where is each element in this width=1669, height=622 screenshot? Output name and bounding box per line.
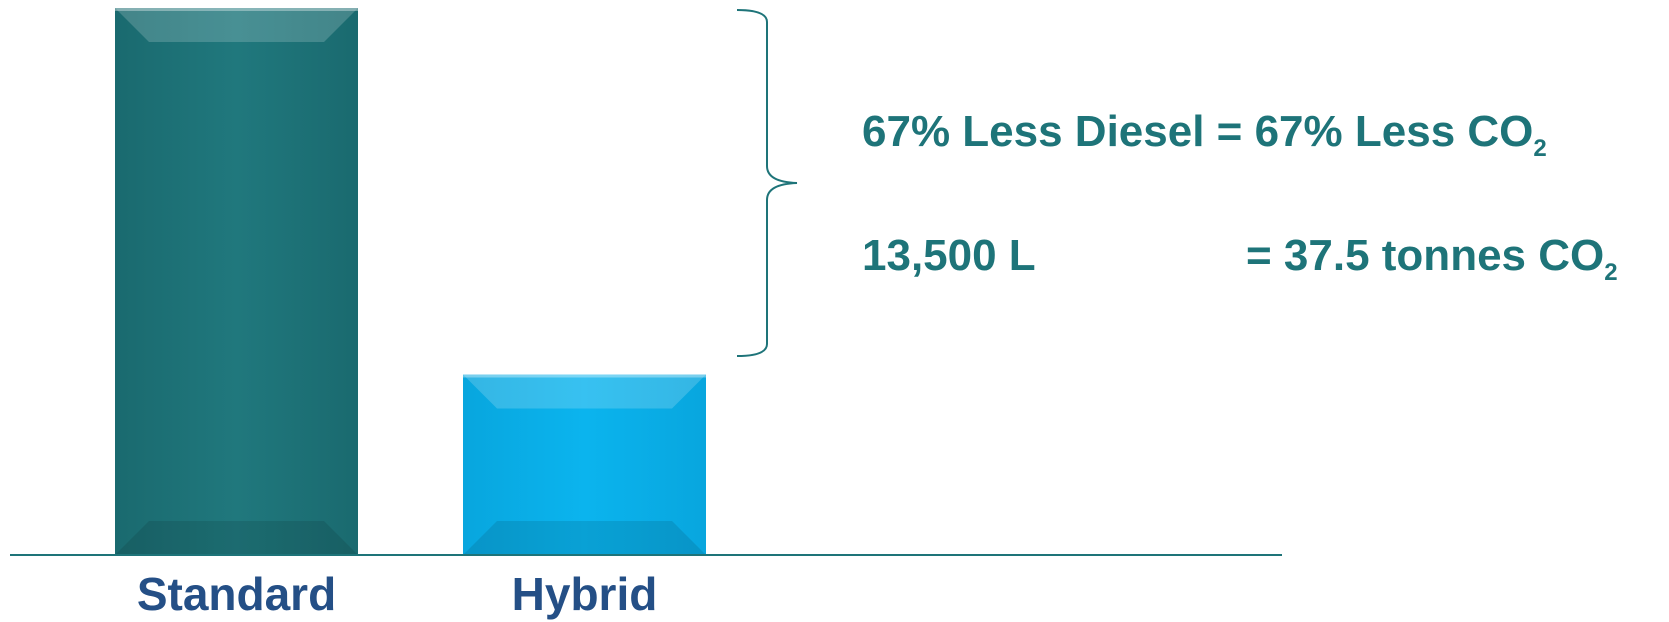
annotation-line-1-text: 67% Less Diesel = 67% Less CO	[862, 107, 1534, 156]
curly-brace	[736, 9, 798, 357]
annotation-line-1-subscript: 2	[1533, 135, 1547, 162]
bar-standard	[115, 8, 358, 555]
x-tick-label-hybrid: Hybrid	[512, 568, 658, 620]
annotation-line-2-subscript: 2	[1604, 259, 1618, 286]
annotation-line-2-co2: = 37.5 tonnes CO2	[1246, 231, 1618, 285]
bar-hybrid	[463, 374, 706, 555]
annotation-line-2-co2-text: = 37.5 tonnes CO	[1246, 231, 1605, 280]
annotation-line-1: 67% Less Diesel = 67% Less CO2	[862, 107, 1547, 161]
x-tick-label-standard: Standard	[137, 568, 336, 620]
annotation-line-2-volume: 13,500 L	[862, 231, 1036, 280]
